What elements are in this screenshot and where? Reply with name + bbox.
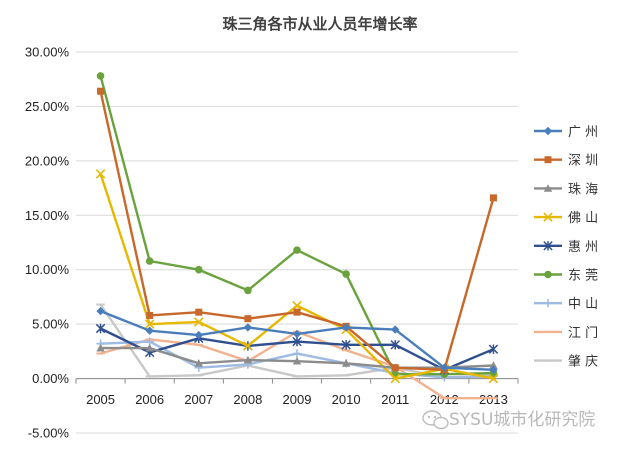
data-point <box>145 343 154 352</box>
data-point <box>293 308 301 316</box>
data-point <box>292 336 302 347</box>
legend-label: 江 门 <box>568 326 598 341</box>
legend-label: 珠 海 <box>568 182 598 197</box>
series-珠海 <box>96 343 498 372</box>
series-line <box>99 90 495 372</box>
data-point <box>543 212 553 222</box>
data-point <box>144 319 155 329</box>
data-point <box>194 265 203 274</box>
data-point <box>390 373 400 384</box>
data-point <box>293 246 301 254</box>
y-tick-label: 5.00% <box>32 317 69 332</box>
legend-item: 肇 庆 <box>534 355 598 370</box>
y-tick-label: 15.00% <box>25 208 70 223</box>
data-point <box>489 361 498 369</box>
legend-item: 东 莞 <box>534 269 598 284</box>
series-line <box>99 75 494 376</box>
data-point <box>292 356 302 365</box>
data-point <box>194 330 203 340</box>
data-point <box>194 317 204 327</box>
data-point <box>341 340 351 350</box>
y-tick-label: 10.00% <box>25 262 70 277</box>
series-group <box>95 72 499 400</box>
legend-item: 珠 海 <box>534 182 598 197</box>
data-point <box>488 344 499 354</box>
legend-item: 广 州 <box>534 125 598 140</box>
watermark: SYSU城市化研究院 <box>422 410 595 430</box>
data-point <box>194 359 203 367</box>
data-point <box>543 184 553 192</box>
data-point <box>341 359 351 367</box>
data-point <box>543 299 553 308</box>
legend-label: 肇 庆 <box>568 355 598 370</box>
data-point <box>292 329 302 339</box>
series-佛山 <box>95 169 499 384</box>
x-tick-label: 2008 <box>233 392 262 407</box>
legend-item: 中 山 <box>534 297 598 312</box>
wechat-logo-icon <box>422 410 449 430</box>
chart-title: 珠三角各市从业人员年增长率 <box>222 15 417 33</box>
legend-label: 佛 山 <box>568 211 598 226</box>
x-tick-label: 2006 <box>135 392 164 407</box>
data-point <box>96 306 105 316</box>
x-tick-label: 2013 <box>479 392 508 407</box>
y-tick-label: 25.00% <box>25 99 70 114</box>
data-point <box>390 340 400 350</box>
series-广州 <box>96 306 498 375</box>
data-point <box>292 300 302 311</box>
legend-label: 中 山 <box>568 297 598 312</box>
data-point <box>96 343 105 352</box>
x-tick-label: 2005 <box>86 392 115 407</box>
legend-label: 惠 州 <box>568 240 598 255</box>
data-point <box>391 364 399 372</box>
data-point <box>244 315 252 323</box>
data-point <box>543 126 553 136</box>
x-tick-label: 2012 <box>430 392 459 407</box>
legend: 广 州深 圳珠 海佛 山惠 州东 莞中 山江 门肇 庆 <box>534 125 598 370</box>
data-point <box>96 72 105 80</box>
data-point <box>95 323 106 334</box>
legend-label: 东 莞 <box>568 269 598 284</box>
data-point <box>489 365 498 375</box>
data-point <box>544 156 552 164</box>
data-point <box>543 241 553 251</box>
y-axis: -5.00% 0.00% 5.00% 10.00% 15.00% 20.00% 25.00%… <box>25 45 70 441</box>
data-point <box>195 308 203 316</box>
data-point <box>95 169 106 179</box>
x-tick-label: 2007 <box>184 392 213 407</box>
legend-item: 惠 州 <box>534 240 598 255</box>
y-tick-label: 0.00% <box>32 371 69 386</box>
y-tick-label: 20.00% <box>25 153 70 168</box>
data-point <box>243 323 253 332</box>
data-point <box>243 355 253 364</box>
data-point <box>243 341 253 351</box>
legend-item: 深 圳 <box>534 154 598 169</box>
data-point <box>488 373 499 384</box>
data-point <box>440 363 449 372</box>
data-point <box>342 270 350 278</box>
data-point <box>146 311 154 319</box>
y-tick-label: 30.00% <box>25 45 70 60</box>
watermark-text: SYSU城市化研究院 <box>449 410 595 430</box>
legend-label: 深 圳 <box>568 154 598 169</box>
data-point <box>145 326 154 335</box>
x-axis: 2005 2006 2007 2008 2009 2010 2011 2012 2013 <box>75 378 519 407</box>
data-point <box>341 323 351 332</box>
data-point <box>489 194 497 202</box>
x-tick-label: 2010 <box>332 392 361 407</box>
data-point <box>244 286 252 295</box>
data-point <box>544 270 552 279</box>
data-point <box>97 87 105 95</box>
legend-item: 佛 山 <box>534 211 598 226</box>
data-point <box>292 349 302 358</box>
data-point <box>145 257 154 265</box>
x-tick-label: 2011 <box>381 392 409 407</box>
legend-label: 广 州 <box>568 125 598 140</box>
legend-item: 江 门 <box>534 326 598 341</box>
data-point <box>391 325 400 334</box>
x-tick-label: 2009 <box>283 392 312 407</box>
y-tick-label: -5.00% <box>28 426 70 441</box>
